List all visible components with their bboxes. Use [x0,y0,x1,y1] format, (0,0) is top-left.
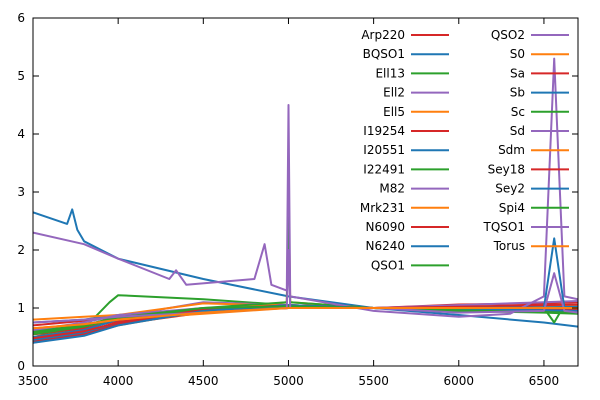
legend-label: Mrk231 [360,201,405,215]
legend-label: Arp220 [361,28,405,42]
legend-label: Ell13 [375,66,405,80]
legend-label: I19254 [363,124,405,138]
legend-label: QSO1 [371,258,405,272]
legend-label: Sb [510,86,525,100]
series-line-torus [33,307,578,330]
legend-label: BQSO1 [363,47,405,61]
legend-label: Sc [511,105,525,119]
x-tick-label: 5500 [358,374,389,388]
legend-label: Sd [510,124,525,138]
legend: Arp220 BQSO1 Ell13 Ell2 Ell5 I19254 I20551 I224… [360,28,569,272]
legend-label: S0 [510,47,525,61]
legend-label: N6090 [365,220,405,234]
series-layer [33,57,578,344]
x-axis: 3500 4000 4500 5000 5500 6000 6500 [18,18,559,388]
legend-label: Sdm [498,143,525,157]
y-tick-label: 6 [17,11,25,25]
x-tick-label: 6500 [529,374,560,388]
x-tick-label: 3500 [18,374,49,388]
y-tick-label: 3 [17,185,25,199]
legend-label: Ell5 [383,105,405,119]
legend-label: M82 [379,182,405,196]
y-tick-label: 1 [17,301,25,315]
y-tick-label: 5 [17,69,25,83]
legend-label: Ell2 [383,86,405,100]
legend-label: Spi4 [499,201,525,215]
legend-label: Sey2 [495,182,525,196]
y-tick-label: 0 [17,359,25,373]
x-tick-label: 5000 [273,374,304,388]
y-tick-label: 2 [17,243,25,257]
legend-label: Sa [510,66,525,80]
x-tick-label: 4500 [188,374,219,388]
legend-label: I22491 [363,162,405,176]
series-line-tqso1 [33,249,578,324]
y-axis: 0 1 2 3 4 5 6 [17,11,578,373]
legend-label: I20551 [363,143,405,157]
x-tick-label: 4000 [103,374,134,388]
legend-label: Sey18 [488,162,525,176]
legend-label: TQSO1 [483,220,525,234]
legend-label: N6240 [365,239,405,253]
y-tick-label: 4 [17,127,25,141]
series-line-sey2 [33,304,578,344]
x-tick-label: 6000 [444,374,475,388]
legend-label: Torus [493,239,525,253]
legend-label: QSO2 [491,28,525,42]
